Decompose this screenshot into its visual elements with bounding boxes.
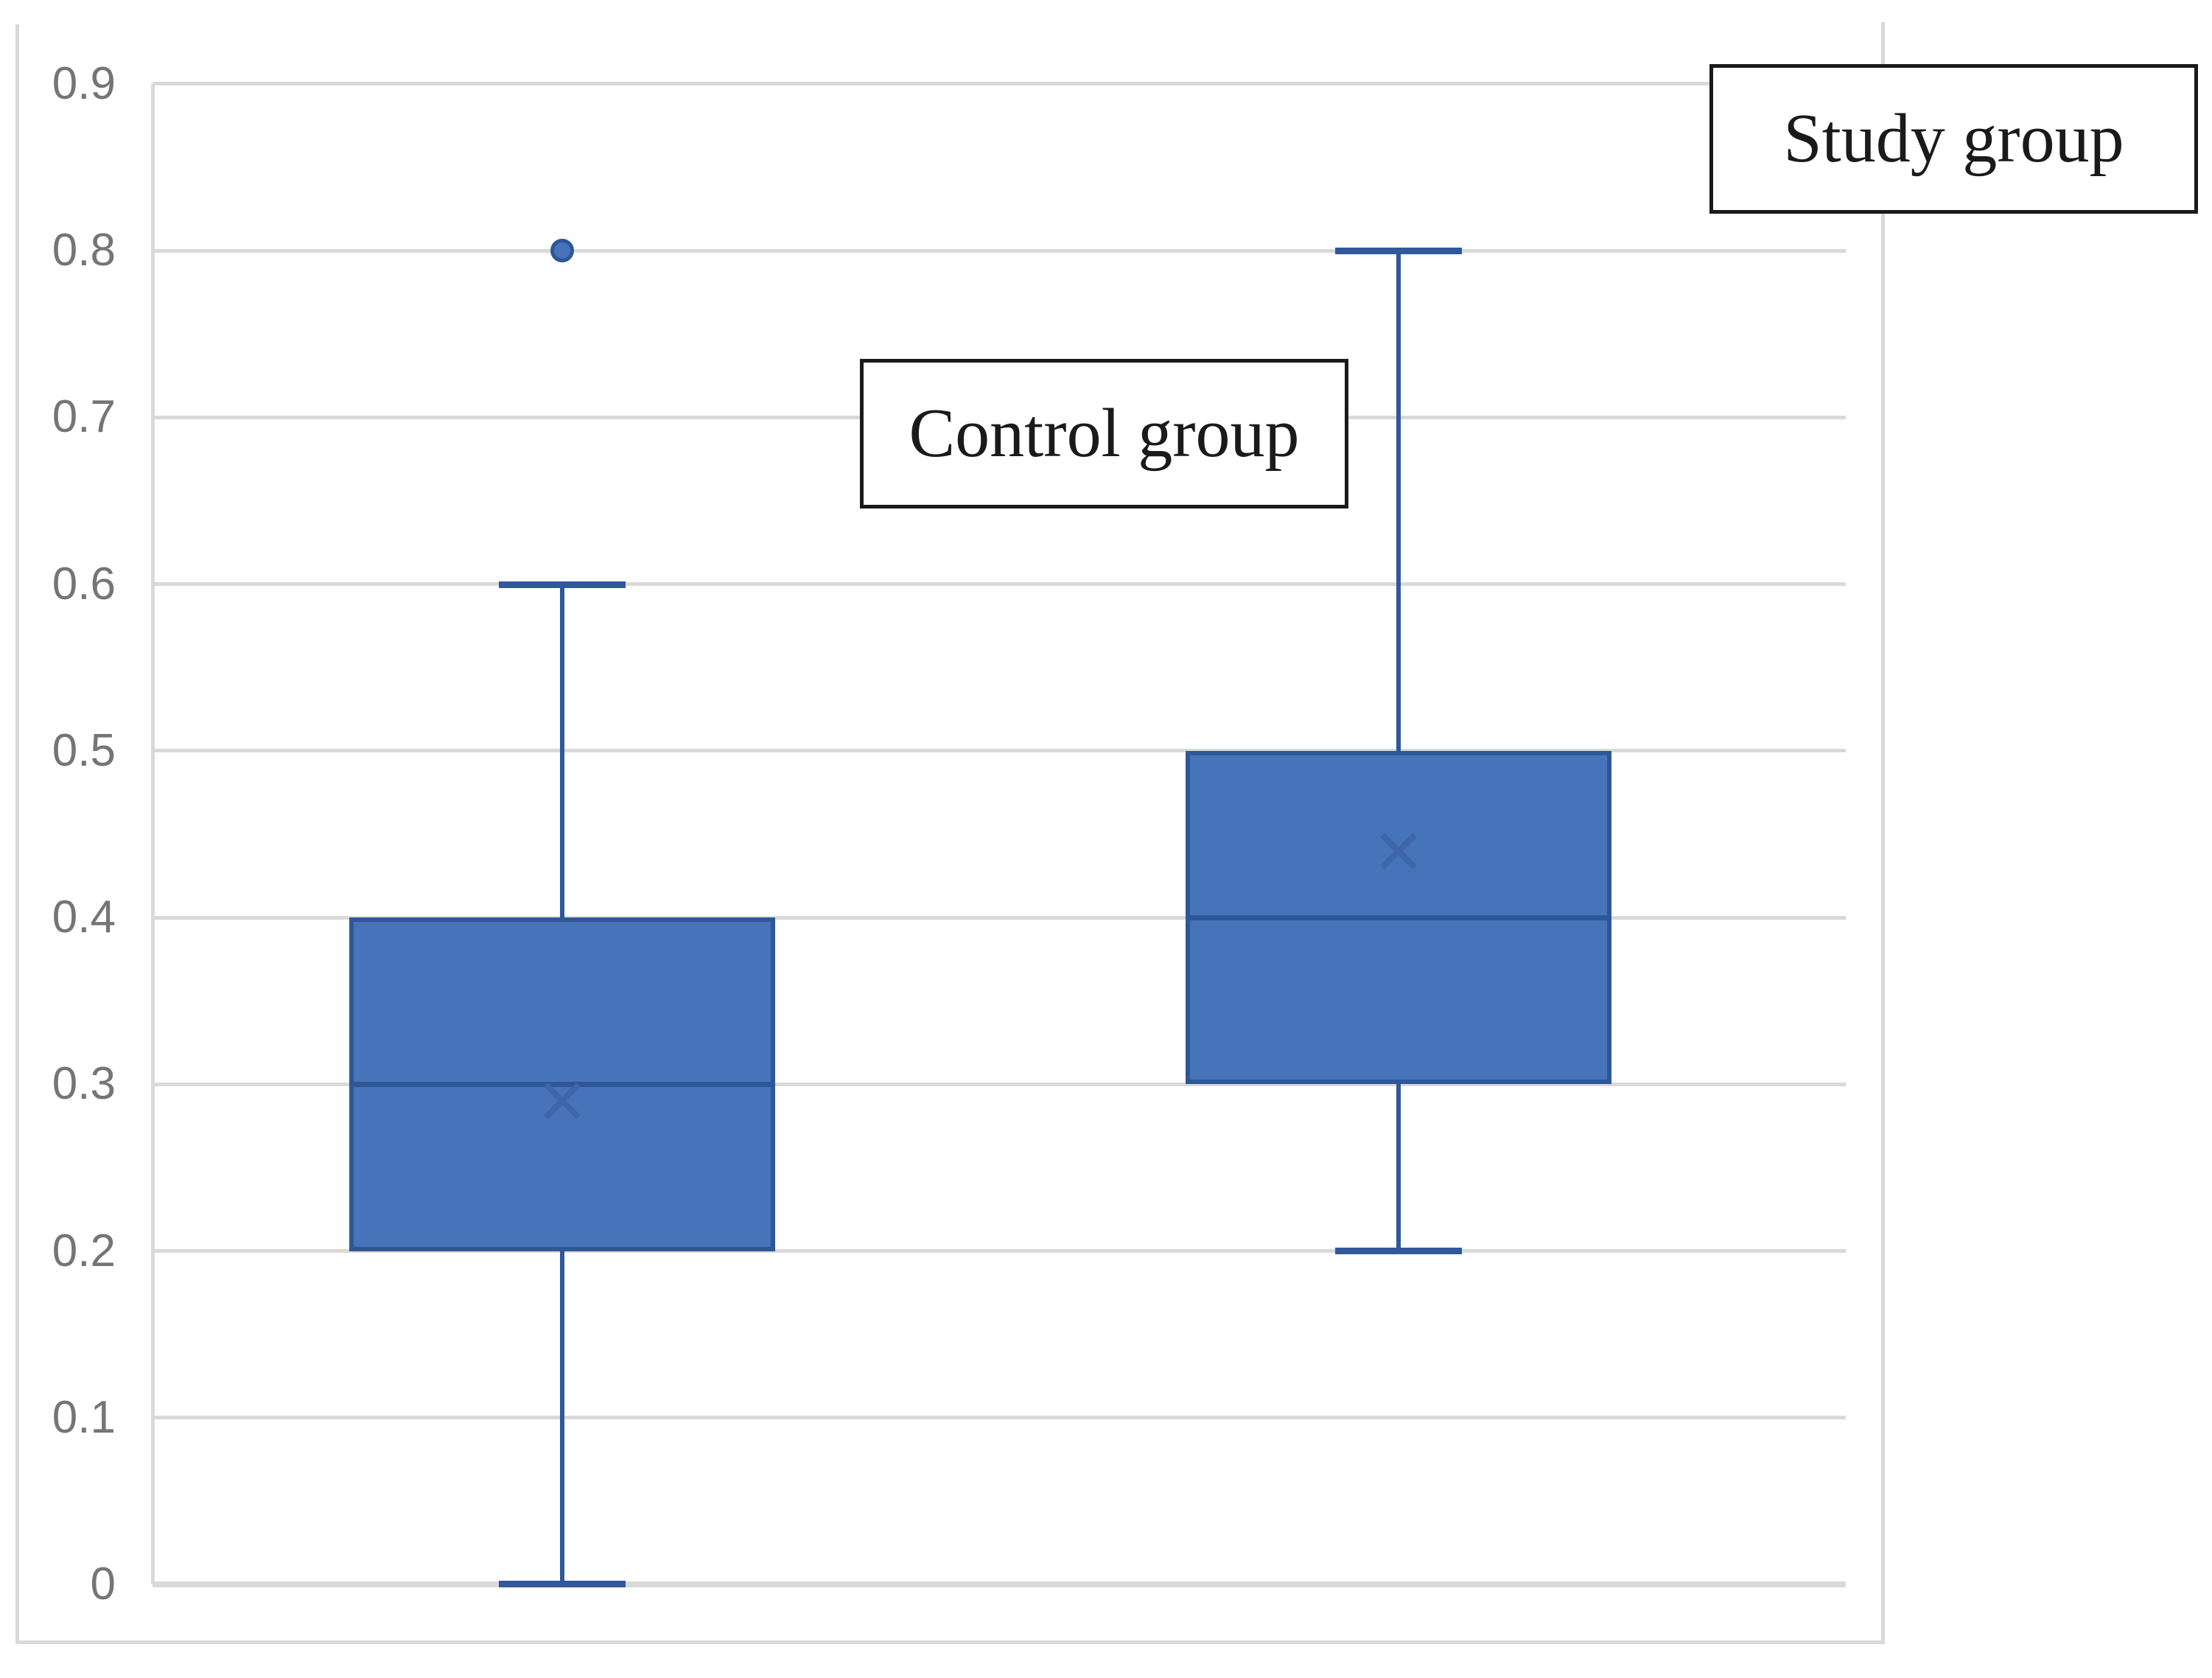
control-group-label-box: Control group — [860, 359, 1348, 508]
y-axis-line — [151, 83, 155, 1584]
y-tick-label-0.8: 0.8 — [52, 225, 116, 276]
x-axis-line — [153, 1581, 1846, 1587]
median-line-study-group — [1186, 915, 1611, 920]
study-group-label-box: Study group — [1709, 64, 2198, 214]
mean-marker-study-group — [1379, 831, 1418, 871]
gridline-0.3 — [153, 1082, 1846, 1086]
outlier-point-control-group-0 — [550, 239, 574, 262]
y-tick-label-0.9: 0.9 — [52, 57, 116, 109]
chart-border-right — [1881, 22, 1885, 1644]
whisker-cap-max-study-group — [1335, 248, 1462, 254]
chart-border-left — [15, 24, 19, 1644]
whisker-upper-study-group — [1396, 251, 1401, 751]
gridline-0.9 — [153, 82, 1846, 86]
whisker-upper-control-group — [560, 584, 564, 917]
median-line-control-group — [349, 1082, 775, 1088]
y-tick-label-0.6: 0.6 — [52, 558, 116, 609]
y-tick-label-0: 0 — [90, 1559, 116, 1609]
gridline-0.5 — [153, 749, 1846, 753]
whisker-cap-max-control-group — [499, 581, 626, 588]
y-tick-label-0.5: 0.5 — [52, 724, 116, 776]
control-group-label: Control group — [909, 395, 1300, 472]
whisker-lower-control-group — [560, 1251, 564, 1584]
whisker-lower-study-group — [1396, 1084, 1401, 1251]
y-tick-label-0.3: 0.3 — [52, 1058, 116, 1110]
mean-marker-control-group — [542, 1081, 582, 1121]
whisker-cap-min-study-group — [1335, 1247, 1462, 1254]
gridline-0.6 — [153, 582, 1846, 586]
y-tick-label-0.4: 0.4 — [52, 892, 116, 943]
gridline-0.8 — [153, 248, 1846, 253]
y-tick-label-0.7: 0.7 — [52, 391, 116, 443]
study-group-label: Study group — [1783, 100, 2124, 177]
whisker-cap-min-control-group — [499, 1581, 626, 1587]
chart-border-bottom — [15, 1640, 1885, 1644]
gridline-0.4 — [153, 915, 1846, 920]
gridline-0.1 — [153, 1416, 1846, 1420]
y-tick-label-0.1: 0.1 — [52, 1391, 116, 1443]
y-tick-label-0.2: 0.2 — [52, 1225, 116, 1276]
gridline-0.2 — [153, 1249, 1846, 1253]
